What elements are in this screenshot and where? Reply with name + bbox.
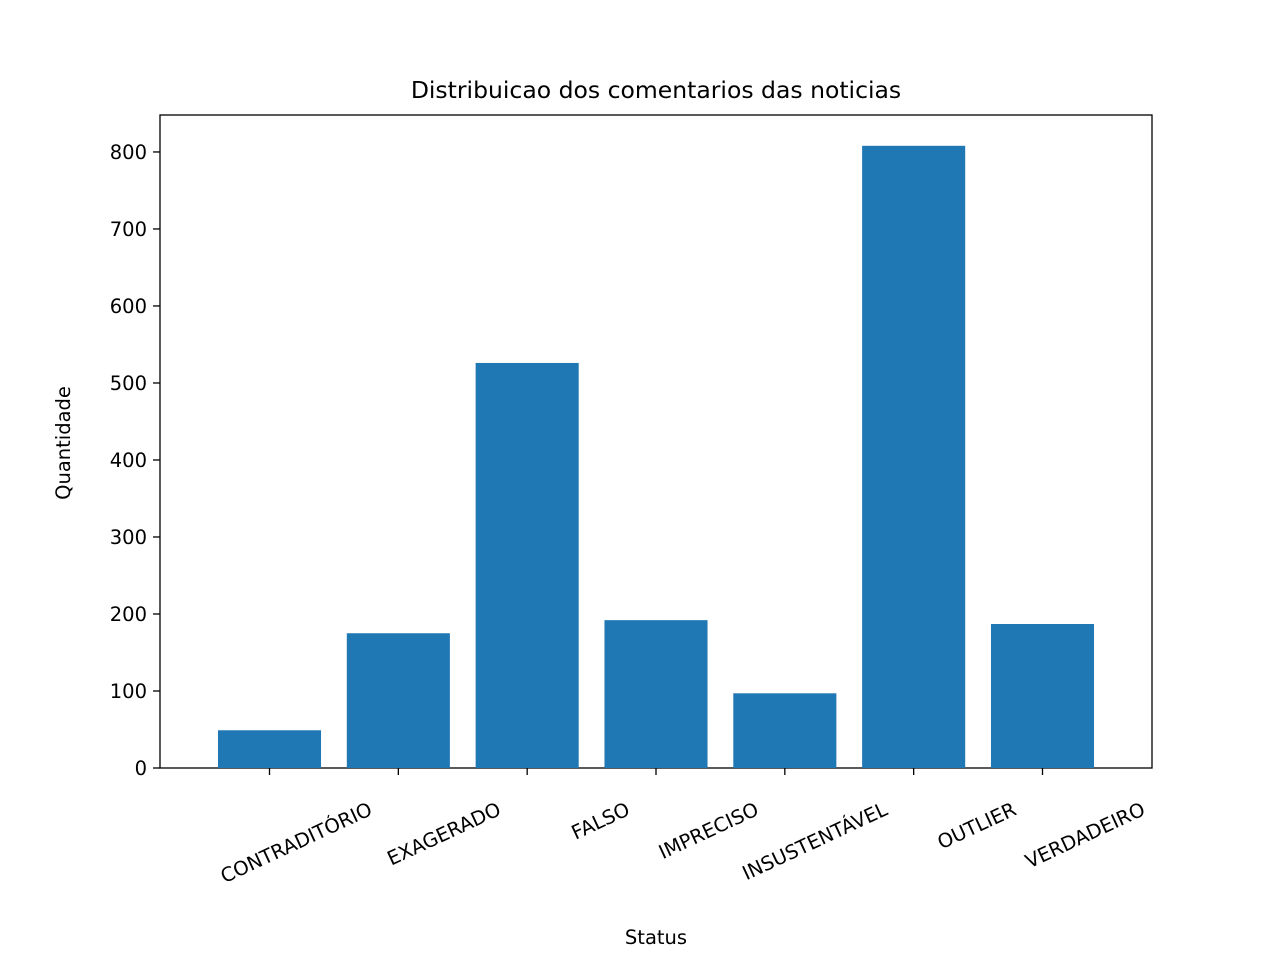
y-tick-label: 400: [110, 449, 147, 472]
y-tick-label: 200: [110, 603, 147, 626]
bar-falso: [475, 362, 579, 768]
bar-exagerado: [346, 633, 450, 768]
bar-outlier: [862, 145, 966, 768]
bar-insustentável: [733, 693, 837, 768]
y-tick-label: 300: [110, 526, 147, 549]
chart-title: Distribuicao dos comentarios das noticia…: [411, 76, 901, 104]
bars-layer: [217, 145, 1095, 768]
y-axis: 0 100 200 300 400 500 600 700 800: [110, 141, 160, 780]
x-axis-label: Status: [625, 926, 687, 949]
bar-contraditório: [217, 730, 322, 768]
y-tick-label: 500: [110, 372, 147, 395]
y-tick-label: 700: [110, 218, 147, 241]
y-axis-label: Quantidade: [52, 386, 75, 500]
y-tick-label: 0: [135, 757, 147, 780]
y-tick-label: 800: [110, 141, 147, 164]
bar-impreciso: [604, 620, 708, 768]
y-tick-label: 600: [110, 295, 147, 318]
bar-verdadeiro: [990, 624, 1095, 768]
y-tick-label: 100: [110, 680, 147, 703]
